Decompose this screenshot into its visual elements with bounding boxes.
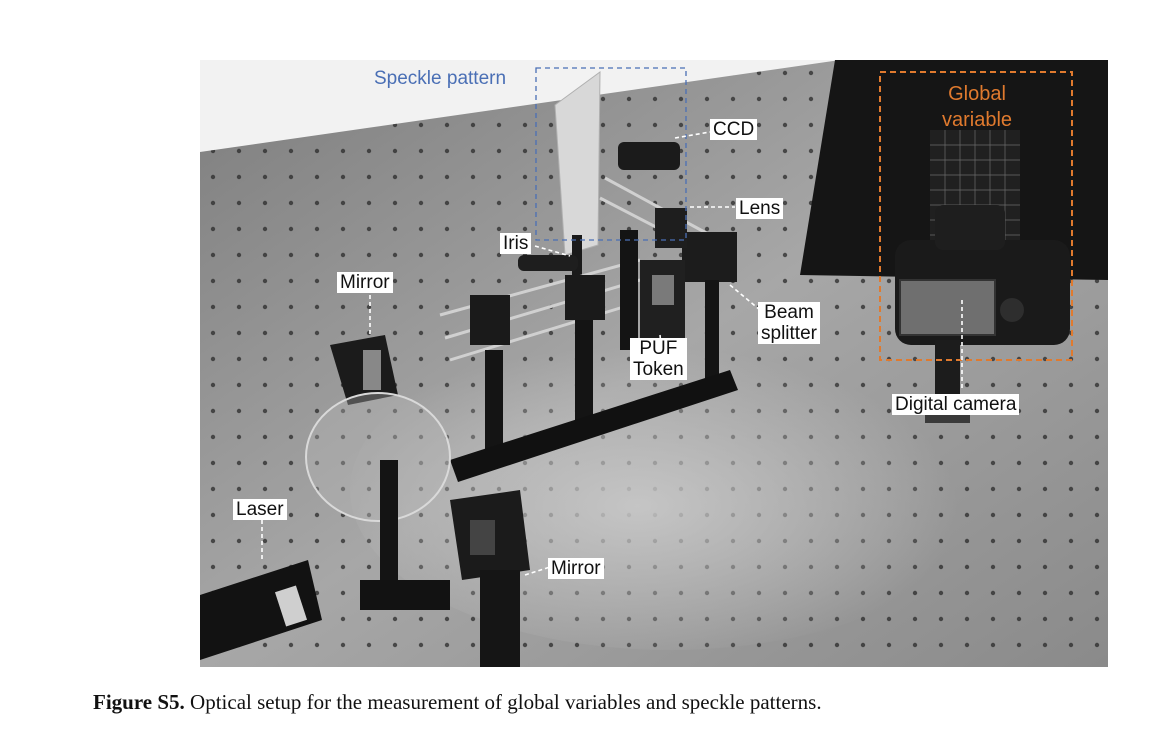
puf-token-label: PUF Token — [630, 338, 687, 380]
mirror-top-label: Mirror — [337, 272, 393, 293]
beam-splitter-label-line1: Beam — [764, 302, 814, 323]
speckle-screen — [554, 71, 601, 256]
puf-token-label-line2: Token — [633, 359, 684, 380]
figure-caption: Figure S5. Optical setup for the measure… — [93, 690, 822, 715]
iris-label: Iris — [500, 233, 532, 254]
global-variable-box — [879, 71, 1073, 361]
caption-text: Optical setup for the measurement of glo… — [184, 690, 822, 714]
figure-photo: Speckle pattern Global variable CCD Lens… — [200, 60, 1108, 667]
global-variable-label: Global variable — [942, 81, 1012, 133]
speckle-pattern-box — [535, 67, 687, 241]
digital-camera-label: Digital camera — [892, 394, 1020, 415]
bottom-mirror — [450, 490, 530, 667]
beam-splitter-label: Beam splitter — [758, 302, 820, 344]
posts — [485, 230, 719, 460]
laser — [200, 560, 322, 660]
mirror-bottom-label: Mirror — [548, 558, 604, 579]
top-left-mirror — [330, 335, 398, 405]
global-variable-label-line1: Global — [948, 83, 1006, 105]
iris — [518, 255, 578, 271]
lens-mount — [655, 208, 687, 248]
speckle-pattern-label: Speckle pattern — [374, 68, 507, 89]
base-rail — [450, 370, 738, 482]
ccd-camera — [618, 142, 680, 170]
beam-splitter — [682, 232, 737, 282]
glass-disk — [305, 392, 451, 522]
lens-label: Lens — [736, 198, 784, 219]
laser-label: Laser — [233, 499, 287, 520]
global-variable-label-line2: variable — [942, 109, 1013, 131]
caption-label: Figure S5. — [93, 690, 185, 714]
ccd-label: CCD — [710, 119, 758, 140]
puf-token-label-line1: PUF — [639, 338, 678, 359]
beam-splitter-label-line2: splitter — [761, 323, 817, 344]
